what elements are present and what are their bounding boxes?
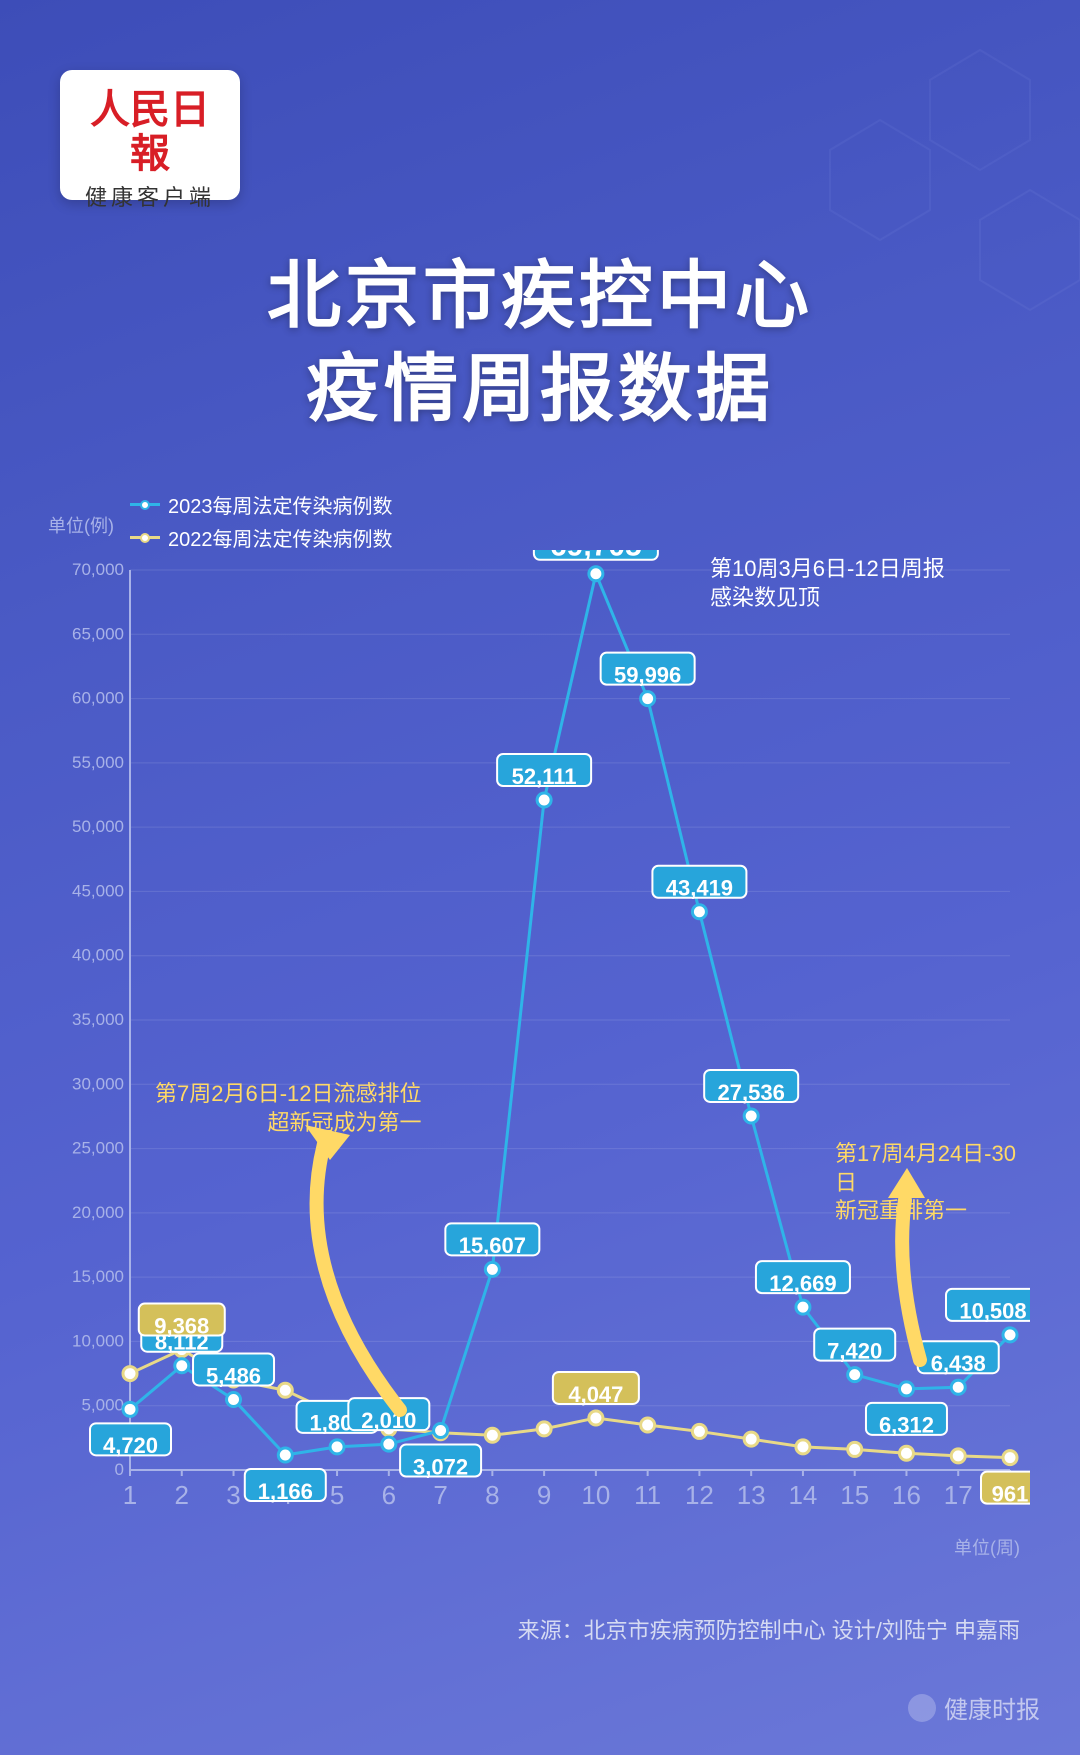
svg-text:11: 11 [634,1480,661,1510]
svg-text:15: 15 [840,1480,869,1510]
svg-text:12: 12 [685,1480,714,1510]
svg-text:12,669: 12,669 [769,1271,836,1296]
svg-text:35,000: 35,000 [72,1010,124,1029]
svg-text:3,072: 3,072 [413,1454,468,1479]
svg-text:10,508: 10,508 [959,1299,1026,1324]
line-chart: 0 5,000 10,000 15,000 20,000 25,000 30,000 35,0… [50,550,1030,1530]
legend-item-2023: 2023每周法定传染病例数 [130,490,393,519]
svg-text:15,607: 15,607 [459,1233,526,1258]
title-line-2: 疫情周报数据 [0,343,1080,436]
svg-text:7: 7 [433,1480,447,1510]
logo-main-text: 人民日報 [80,88,220,176]
svg-text:4,047: 4,047 [568,1382,623,1407]
svg-text:2,010: 2,010 [361,1408,416,1433]
annotation-week10: 第10周3月6日-12日周报 感染数见顶 [710,555,945,612]
svg-text:1: 1 [123,1480,137,1510]
svg-text:10,000: 10,000 [72,1331,124,1350]
svg-text:961: 961 [992,1481,1029,1506]
svg-text:6: 6 [382,1480,396,1510]
svg-text:8: 8 [485,1480,499,1510]
annotation-week7: 第7周2月6日-12日流感排位 超新冠成为第一 [155,1080,422,1137]
svg-text:15,000: 15,000 [72,1267,124,1286]
legend-label-2023: 2023每周法定传染病例数 [168,490,393,519]
svg-text:52,111: 52,111 [512,764,577,789]
svg-text:5,000: 5,000 [81,1396,124,1415]
legend-label-2022: 2022每周法定传染病例数 [168,523,393,552]
svg-text:59,996: 59,996 [614,662,681,687]
svg-text:20,000: 20,000 [72,1203,124,1222]
svg-text:7,420: 7,420 [827,1338,882,1363]
page-title: 北京市疾控中心 疫情周报数据 [0,250,1080,435]
svg-text:60,000: 60,000 [72,689,124,708]
svg-text:50,000: 50,000 [72,817,124,836]
svg-text:6,312: 6,312 [879,1413,934,1438]
logo-sub-text: 健康客户端 [80,180,220,212]
svg-text:45,000: 45,000 [72,881,124,900]
legend-swatch-2023 [130,503,160,506]
svg-text:1,166: 1,166 [258,1479,313,1504]
chart-legend: 2023每周法定传染病例数 2022每周法定传染病例数 [130,490,393,556]
source-credit: 来源：北京市疾病预防控制中心 设计/刘陆宁 申嘉雨 [518,1613,1020,1645]
svg-text:4,720: 4,720 [103,1433,158,1458]
svg-text:55,000: 55,000 [72,753,124,772]
weibo-icon [908,1694,936,1722]
svg-text:30,000: 30,000 [72,1074,124,1093]
annotation-week17: 第17周4月24日-30日 新冠重排第一 [835,1140,1030,1226]
svg-text:6,438: 6,438 [931,1351,986,1376]
svg-text:13: 13 [737,1480,766,1510]
svg-text:14: 14 [788,1480,817,1510]
svg-text:9,368: 9,368 [154,1313,209,1338]
svg-text:3: 3 [226,1480,240,1510]
svg-text:65,000: 65,000 [72,624,124,643]
svg-text:9: 9 [537,1480,551,1510]
svg-text:2: 2 [175,1480,189,1510]
legend-swatch-2022 [130,536,160,539]
logo: 人民日報 健康客户端 [60,70,240,200]
svg-text:5,486: 5,486 [206,1363,261,1388]
svg-text:25,000: 25,000 [72,1139,124,1158]
y-axis-label: 单位(例) [48,512,114,538]
title-line-1: 北京市疾控中心 [0,250,1080,343]
svg-text:27,536: 27,536 [718,1080,785,1105]
svg-text:0: 0 [115,1460,124,1479]
legend-item-2022: 2022每周法定传染病例数 [130,523,393,552]
watermark: 健康时报 [908,1690,1040,1725]
svg-text:40,000: 40,000 [72,946,124,965]
svg-text:43,419: 43,419 [666,876,733,901]
svg-text:5: 5 [330,1480,344,1510]
svg-text:10: 10 [581,1480,610,1510]
svg-text:17: 17 [944,1480,973,1510]
x-axis-label: 单位(周) [954,1534,1020,1560]
svg-text:70,000: 70,000 [72,560,124,579]
svg-text:69,705: 69,705 [550,550,642,563]
svg-text:16: 16 [892,1480,921,1510]
watermark-text: 健康时报 [944,1690,1040,1725]
chart-container: 单位(例) 2023每周法定传染病例数 2022每周法定传染病例数 0 5,000… [50,490,1030,1570]
